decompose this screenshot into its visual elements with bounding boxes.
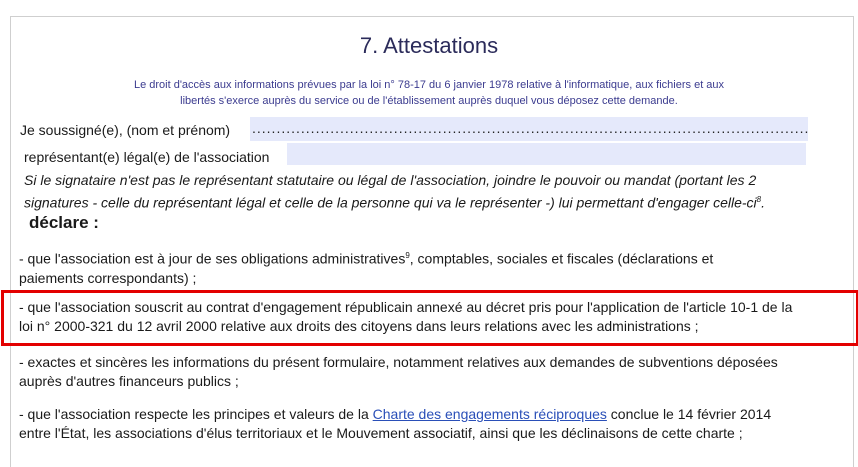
- item-text: - exactes et sincères les informations d…: [19, 354, 778, 370]
- declaration-item: - que l'association respecte les princip…: [19, 405, 771, 443]
- declaration-item-highlighted: - que l'association souscrit au contrat …: [19, 298, 792, 336]
- document-page: [10, 16, 854, 467]
- item-text: - que l'association est à jour de ses ob…: [19, 250, 406, 267]
- item-text: auprès d'autres financeurs publics ;: [19, 373, 239, 389]
- name-label: Je soussigné(e), (nom et prénom): [20, 122, 231, 138]
- signatory-note: Si le signataire n'est pas le représenta…: [24, 171, 765, 213]
- notice-line: Le droit d'accès aux informations prévue…: [133, 79, 725, 91]
- item-text: , comptables, sociales et fiscales (décl…: [409, 250, 714, 267]
- name-input-value[interactable]: ........................................…: [252, 120, 808, 136]
- item-text: - que l'association respecte les princip…: [19, 406, 373, 422]
- footnote-ref[interactable]: 8: [756, 195, 762, 204]
- item-text: loi n° 2000-321 du 12 avril 2000 relativ…: [19, 318, 699, 334]
- name-input[interactable]: [250, 117, 808, 141]
- notice-line: libertés s'exerce auprès du service ou d…: [180, 95, 678, 107]
- item-text: conclue le 14 février 2014: [606, 406, 772, 422]
- footnote-ref[interactable]: 9: [405, 251, 410, 260]
- item-text: entre l'État, les associations d'élus te…: [19, 425, 743, 441]
- declaration-item: - exactes et sincères les informations d…: [19, 353, 778, 391]
- declaration-item: - que l'association est à jour de ses ob…: [19, 246, 713, 288]
- representative-label: représentant(e) légal(e) de l'associatio…: [24, 149, 270, 165]
- note-line: Si le signataire n'est pas le représenta…: [24, 172, 757, 188]
- note-line: signatures - celle du représentant légal…: [24, 190, 765, 213]
- note-text: signatures - celle du représentant légal…: [24, 194, 757, 211]
- highlight-box: [1, 290, 858, 346]
- charter-link[interactable]: Charte des engagements réciproques: [372, 406, 607, 422]
- item-text: paiements correspondants) ;: [19, 269, 197, 286]
- note-text: .: [761, 194, 765, 211]
- declare-heading: déclare :: [29, 213, 99, 232]
- item-text: - que l'association souscrit au contrat …: [19, 299, 793, 315]
- representative-input[interactable]: [287, 143, 806, 165]
- section-title: 7. Attestations: [359, 33, 499, 58]
- privacy-notice: Le droit d'accès aux informations prévue…: [0, 77, 858, 109]
